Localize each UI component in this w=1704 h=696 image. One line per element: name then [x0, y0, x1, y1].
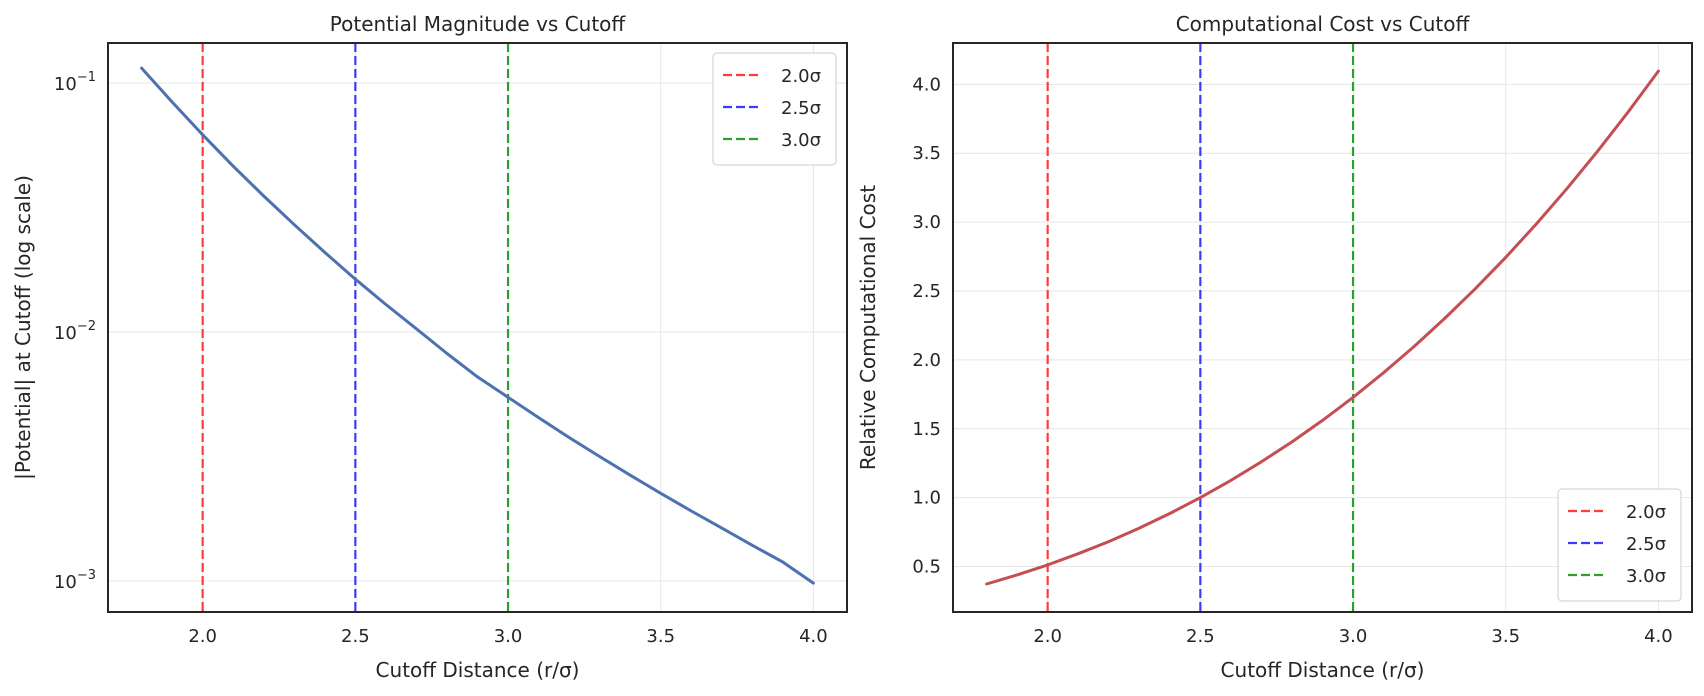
legend-label: 2.0σ — [1626, 502, 1666, 523]
x-tick-label: 3.5 — [646, 626, 675, 647]
y-tick-label: 1.0 — [912, 488, 941, 509]
y-tick-label: 3.0 — [912, 212, 941, 233]
x-tick-label: 2.0 — [1033, 626, 1062, 647]
legend-box — [1557, 488, 1682, 602]
x-axis-label: Cutoff Distance (r/σ) — [1221, 658, 1425, 682]
x-tick-label: 4.0 — [799, 626, 828, 647]
x-tick-label: 2.0 — [188, 626, 217, 647]
y-tick-label: 0.5 — [912, 557, 941, 578]
x-tick-label: 3.0 — [1339, 626, 1368, 647]
axes-frame — [107, 42, 848, 613]
y-axis-label: Relative Computational Cost — [856, 185, 880, 470]
legend-label: 3.0σ — [781, 130, 821, 151]
x-tick-label: 4.0 — [1644, 626, 1673, 647]
chart-title: Computational Cost vs Cutoff — [1176, 12, 1471, 36]
y-tick-label: 10−2 — [54, 319, 96, 344]
legend-label: 2.5σ — [781, 98, 821, 119]
x-tick-label: 3.5 — [1491, 626, 1520, 647]
y-tick-label: 1.5 — [912, 419, 941, 440]
y-tick-label: 10−1 — [54, 70, 96, 95]
legend-box — [712, 52, 837, 166]
y-tick-label: 10−3 — [54, 568, 96, 593]
chart-2: 2.0 2.5 3.0 3.5 4.0 0.5 1.0 1.5 2.0 2.5 3.0 3.5 4.0 C… — [856, 12, 1693, 682]
y-axis-label: |Potential| at Cutoff (log scale) — [11, 175, 35, 480]
x-tick-label: 2.5 — [341, 626, 370, 647]
x-axis-label: Cutoff Distance (r/σ) — [376, 658, 580, 682]
legend-label: 2.5σ — [1626, 534, 1666, 555]
x-tick-label: 2.5 — [1186, 626, 1215, 647]
legend: 2.0σ 2.5σ 3.0σ — [712, 52, 837, 166]
legend-label: 3.0σ — [1626, 566, 1666, 587]
y-tick-label: 2.5 — [912, 281, 941, 302]
chart-1: 2.0 2.5 3.0 3.5 4.0 10−3 10−2 10−1 Potential Mag… — [11, 12, 848, 682]
y-tick-label: 4.0 — [912, 74, 941, 95]
legend-label: 2.0σ — [781, 66, 821, 87]
legend: 2.0σ 2.5σ 3.0σ — [1557, 488, 1682, 602]
axes-frame — [952, 42, 1693, 613]
x-tick-label: 3.0 — [494, 626, 523, 647]
series-line — [140, 66, 815, 585]
y-tick-label: 2.0 — [912, 350, 941, 371]
y-tick-label: 3.5 — [912, 143, 941, 164]
series-line — [985, 69, 1660, 586]
chart-title: Potential Magnitude vs Cutoff — [330, 12, 627, 36]
